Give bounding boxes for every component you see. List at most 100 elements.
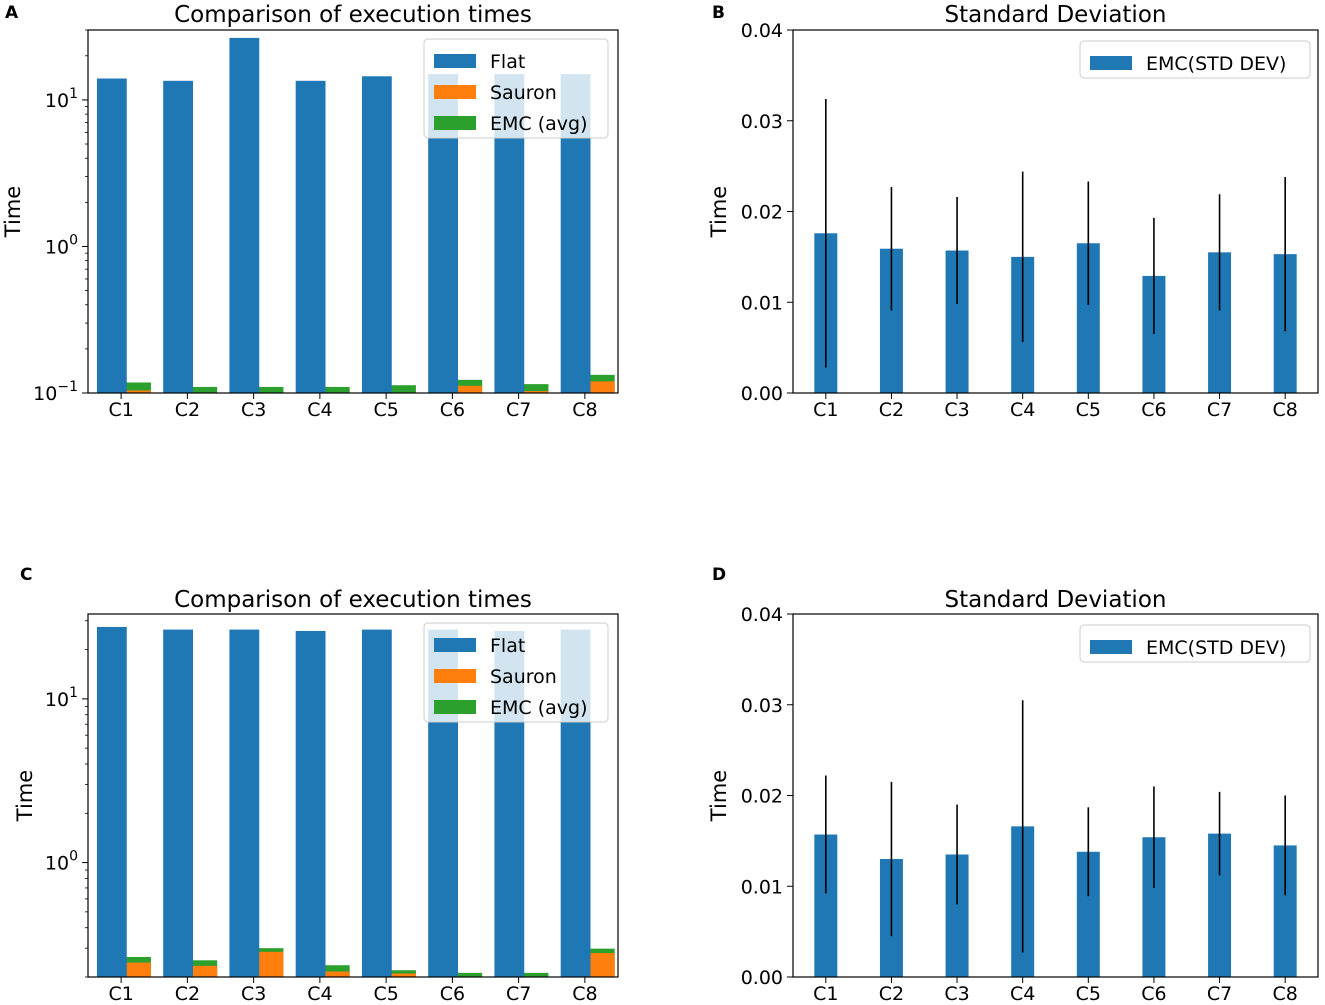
panel-letter: B xyxy=(712,3,725,23)
x-tick-label: C6 xyxy=(1141,983,1166,1005)
bar-flat xyxy=(96,78,127,394)
y-tick-base: 10 xyxy=(45,853,69,875)
y-tick-base: 10 xyxy=(45,689,69,711)
panel-a: A Comparison of execution times Time C1 C2 C3… xyxy=(1,2,619,421)
bar-flat xyxy=(163,80,194,394)
bar-flat xyxy=(295,80,326,394)
y-tick-base: 10 xyxy=(45,236,69,258)
x-tick-label: C2 xyxy=(879,983,904,1005)
y-tick-exponent: 0 xyxy=(69,232,78,248)
x-tick-label: C1 xyxy=(813,983,838,1005)
legend-label: EMC(STD DEV) xyxy=(1146,637,1286,659)
plot-frame xyxy=(792,613,1319,978)
plot-frame xyxy=(792,29,1319,394)
x-tick-label: C3 xyxy=(241,983,266,1005)
y-tick-label: 10−1 xyxy=(33,379,78,405)
legend-swatch xyxy=(1090,640,1132,654)
legend-label: Flat xyxy=(490,635,525,657)
y-tick-label: 0.02 xyxy=(741,786,783,808)
plot-frame xyxy=(87,29,619,394)
y-tick-label: 100 xyxy=(45,232,78,258)
y-tick-label: 0.00 xyxy=(741,967,783,989)
y-tick-exponent: 1 xyxy=(69,86,78,102)
x-tick-label: C3 xyxy=(241,399,266,421)
panel-b: B Standard Deviation Time C1 C2 C3 C4 C5 C6 C7 C8 0… xyxy=(707,2,1319,421)
x-tick-label: C7 xyxy=(1207,399,1232,421)
y-tick-label: 0.01 xyxy=(741,876,783,898)
bar-sauron xyxy=(586,953,615,977)
bar-emc-std-dev xyxy=(1273,845,1297,977)
y-tick-label: 0.03 xyxy=(741,111,783,133)
y-tick-exponent: −1 xyxy=(57,379,78,395)
bar-sauron xyxy=(122,962,151,977)
legend: Flat Sauron EMC (avg) xyxy=(423,38,609,139)
x-tick-label: C2 xyxy=(175,399,200,421)
bar-flat xyxy=(361,629,392,977)
panel-d: D Standard Deviation Time C1 C2 C3 C4 C5 C6 C7 C8 0… xyxy=(707,565,1319,1005)
x-tick-label: C1 xyxy=(813,399,838,421)
bar-flat xyxy=(295,630,326,977)
legend-label: Flat xyxy=(490,51,525,73)
y-tick-exponent: 0 xyxy=(69,849,78,865)
bar-emc-std-dev xyxy=(1208,833,1232,977)
panel-c: C Comparison of execution times Time C1 C2 C3… xyxy=(13,565,619,1005)
x-tick-label: C7 xyxy=(506,399,531,421)
y-tick-label: 101 xyxy=(45,86,78,112)
y-tick-label: 0.04 xyxy=(741,20,783,42)
legend-label: EMC (avg) xyxy=(490,697,587,719)
y-tick-label: 0.03 xyxy=(741,695,783,717)
x-tick-label: C5 xyxy=(373,983,398,1005)
panel-letter: D xyxy=(712,565,726,585)
legend: EMC(STD DEV) xyxy=(1079,40,1311,79)
legend-swatch xyxy=(434,85,476,99)
y-tick-label: 0.02 xyxy=(741,202,783,224)
bar-sauron xyxy=(321,971,350,977)
x-tick-label: C6 xyxy=(440,399,465,421)
chart-title: Standard Deviation xyxy=(945,2,1167,28)
y-tick-label: 0.01 xyxy=(741,292,783,314)
bar-emc-avg xyxy=(454,972,483,977)
chart-title: Standard Deviation xyxy=(945,587,1167,613)
bar-emc-avg xyxy=(189,386,218,393)
x-tick-label: C4 xyxy=(1010,983,1035,1005)
x-tick-label: C8 xyxy=(1273,983,1298,1005)
bar-sauron xyxy=(255,951,284,977)
legend-label: EMC(STD DEV) xyxy=(1146,53,1286,75)
y-axis-label: Time xyxy=(1,186,25,238)
y-axis-label: Time xyxy=(13,770,37,822)
y-tick-exponent: 1 xyxy=(69,685,78,701)
bar-emc-avg xyxy=(255,386,284,393)
x-tick-label: C4 xyxy=(1010,399,1035,421)
x-tick-label: C1 xyxy=(108,399,133,421)
legend-swatch xyxy=(434,116,476,130)
x-tick-label: C3 xyxy=(944,399,969,421)
panel-letter: C xyxy=(20,565,32,585)
y-tick-label: 101 xyxy=(45,685,78,711)
x-tick-label: C1 xyxy=(108,983,133,1005)
y-tick-label: 0.04 xyxy=(741,604,783,626)
x-tick-label: C7 xyxy=(506,983,531,1005)
legend-swatch xyxy=(434,669,476,683)
panel-letter: A xyxy=(5,3,19,23)
x-tick-label: C8 xyxy=(1273,399,1298,421)
bar-emc-avg xyxy=(387,385,416,393)
legend-label: EMC (avg) xyxy=(490,113,587,135)
y-tick-base: 10 xyxy=(45,90,69,112)
x-tick-label: C2 xyxy=(175,983,200,1005)
x-tick-label: C8 xyxy=(572,983,597,1005)
y-tick-label: 100 xyxy=(45,849,78,875)
bar-sauron xyxy=(387,973,416,977)
x-tick-label: C2 xyxy=(879,399,904,421)
y-tick-label: 0.00 xyxy=(741,383,783,405)
bar-flat xyxy=(229,629,260,977)
bar-sauron xyxy=(454,385,483,393)
bar-sauron xyxy=(189,965,218,977)
bar-emc-avg xyxy=(520,384,549,393)
bar-sauron xyxy=(520,391,549,393)
legend: EMC(STD DEV) xyxy=(1079,624,1311,663)
legend-swatch xyxy=(434,700,476,714)
bar-emc-std-dev xyxy=(1076,851,1100,977)
y-axis-label: Time xyxy=(707,770,731,822)
bar-flat xyxy=(163,629,194,977)
